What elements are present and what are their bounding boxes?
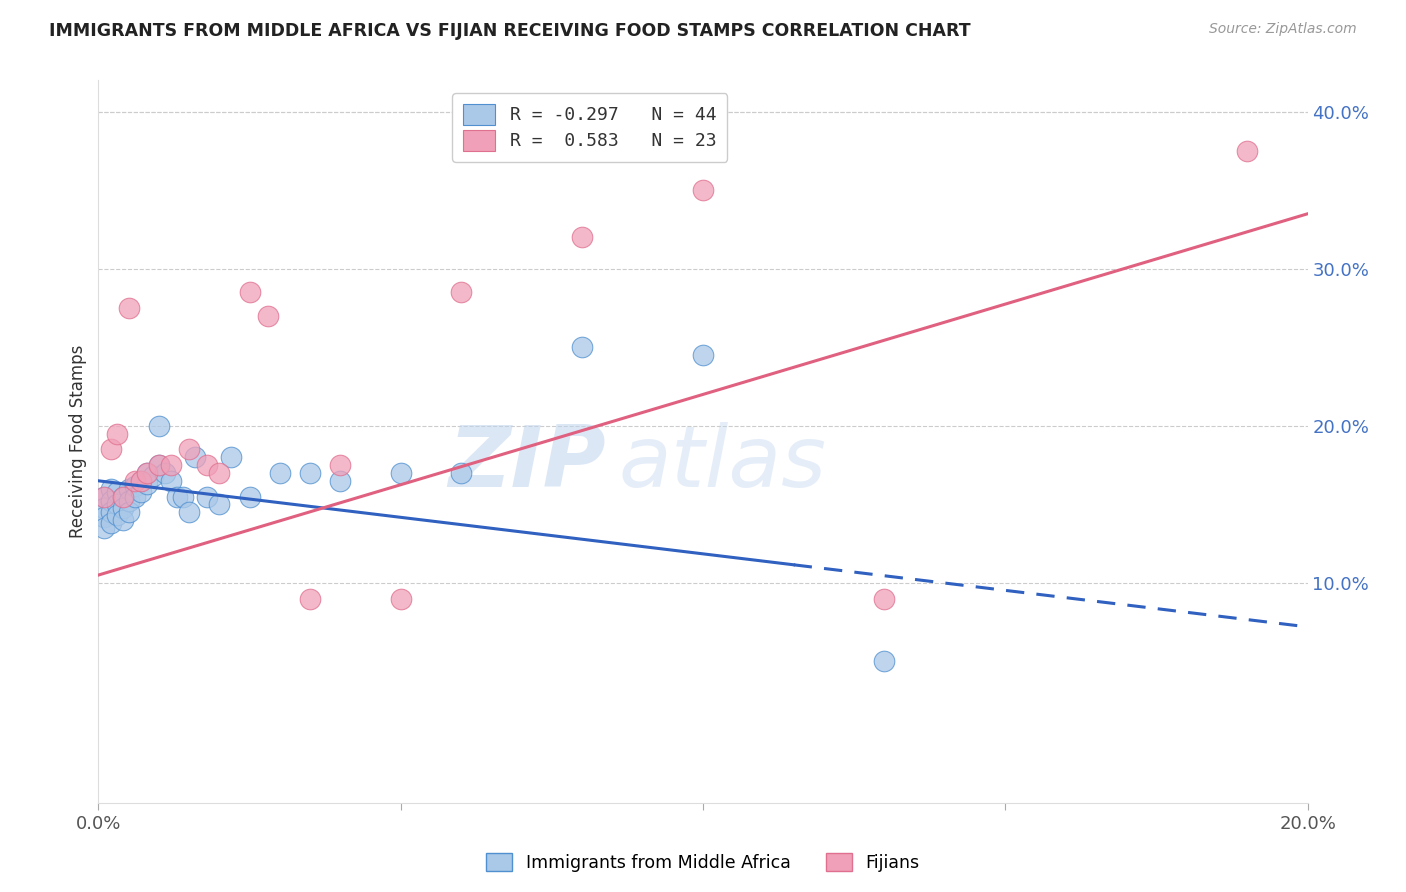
Point — [873, 591, 896, 606]
Point — [184, 450, 207, 465]
Point — [118, 494, 141, 508]
Text: atlas: atlas — [619, 422, 827, 505]
Point — [239, 490, 262, 504]
Point — [166, 490, 188, 504]
Legend: R = -0.297   N = 44, R =  0.583   N = 23: R = -0.297 N = 44, R = 0.583 N = 23 — [453, 93, 727, 161]
Point — [105, 497, 128, 511]
Point — [124, 490, 146, 504]
Point — [450, 285, 472, 300]
Point — [269, 466, 291, 480]
Point — [160, 474, 183, 488]
Point — [111, 490, 134, 504]
Point — [135, 477, 157, 491]
Point — [299, 591, 322, 606]
Point — [100, 516, 122, 531]
Point — [195, 490, 218, 504]
Point — [148, 458, 170, 472]
Point — [299, 466, 322, 480]
Point — [142, 469, 165, 483]
Point — [221, 450, 243, 465]
Text: ZIP: ZIP — [449, 422, 606, 505]
Point — [118, 482, 141, 496]
Point — [135, 466, 157, 480]
Point — [111, 500, 134, 515]
Point — [105, 426, 128, 441]
Point — [118, 505, 141, 519]
Point — [256, 309, 278, 323]
Point — [100, 442, 122, 457]
Point — [692, 183, 714, 197]
Point — [195, 458, 218, 472]
Point — [571, 230, 593, 244]
Point — [93, 521, 115, 535]
Point — [100, 482, 122, 496]
Point — [329, 474, 352, 488]
Point — [100, 494, 122, 508]
Point — [124, 478, 146, 492]
Point — [160, 458, 183, 472]
Legend: Immigrants from Middle Africa, Fijians: Immigrants from Middle Africa, Fijians — [479, 847, 927, 879]
Point — [93, 510, 115, 524]
Point — [571, 340, 593, 354]
Point — [172, 490, 194, 504]
Point — [208, 466, 231, 480]
Point — [692, 348, 714, 362]
Point — [148, 418, 170, 433]
Point — [93, 500, 115, 515]
Point — [129, 474, 152, 488]
Point — [153, 466, 176, 480]
Point — [129, 484, 152, 499]
Point — [93, 490, 115, 504]
Point — [148, 458, 170, 472]
Point — [1236, 144, 1258, 158]
Point — [129, 474, 152, 488]
Point — [111, 490, 134, 504]
Point — [389, 591, 412, 606]
Point — [179, 442, 201, 457]
Point — [450, 466, 472, 480]
Point — [179, 505, 201, 519]
Point — [111, 513, 134, 527]
Point — [208, 497, 231, 511]
Point — [873, 655, 896, 669]
Point — [389, 466, 412, 480]
Y-axis label: Receiving Food Stamps: Receiving Food Stamps — [69, 345, 87, 538]
Point — [105, 484, 128, 499]
Point — [100, 505, 122, 519]
Point — [239, 285, 262, 300]
Point — [93, 490, 115, 504]
Point — [105, 508, 128, 523]
Text: IMMIGRANTS FROM MIDDLE AFRICA VS FIJIAN RECEIVING FOOD STAMPS CORRELATION CHART: IMMIGRANTS FROM MIDDLE AFRICA VS FIJIAN … — [49, 22, 970, 40]
Point — [329, 458, 352, 472]
Point — [124, 474, 146, 488]
Text: Source: ZipAtlas.com: Source: ZipAtlas.com — [1209, 22, 1357, 37]
Point — [118, 301, 141, 315]
Point — [135, 466, 157, 480]
